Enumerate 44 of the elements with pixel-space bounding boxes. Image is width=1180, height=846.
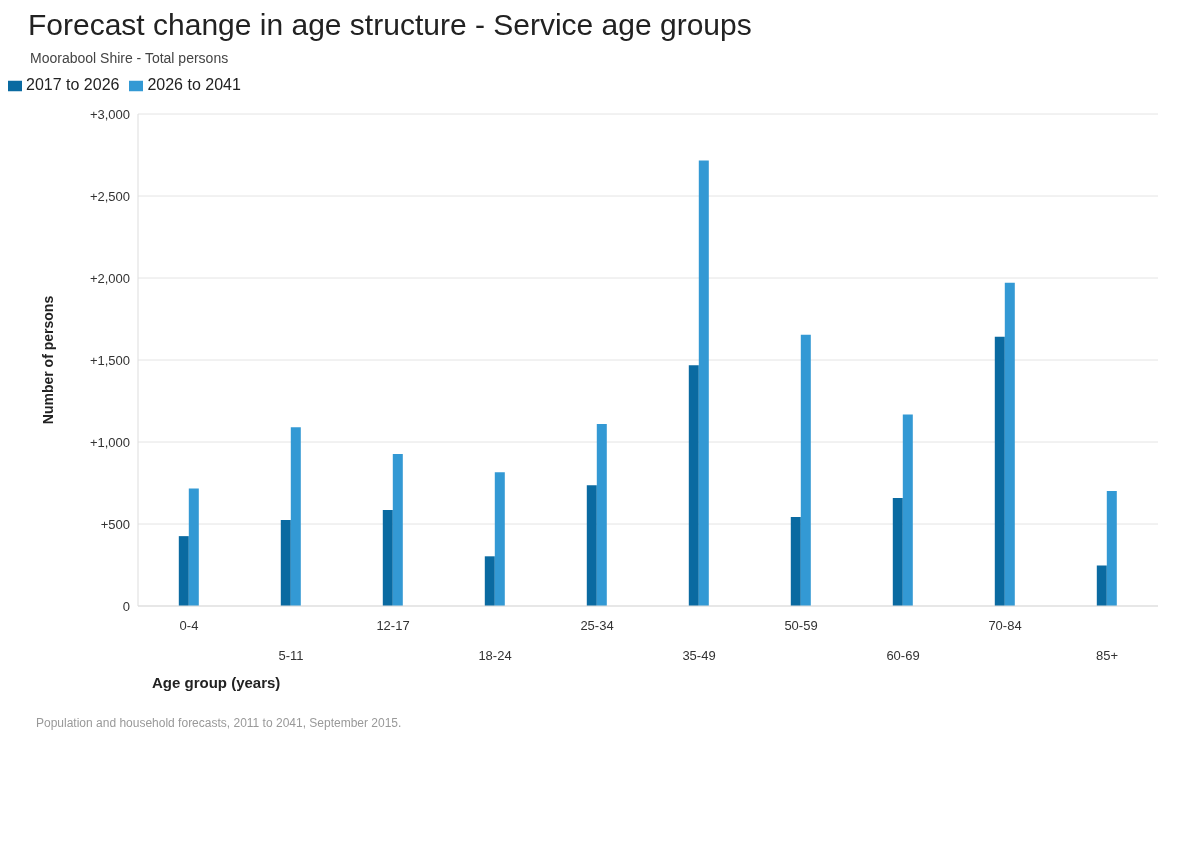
- bar: [1004, 282, 1015, 606]
- y-axis-title: Number of persons: [39, 295, 56, 425]
- y-tick-label: +500: [100, 516, 130, 532]
- y-tick-label: +3,000: [89, 106, 130, 122]
- bar: [892, 497, 903, 606]
- bar: [688, 365, 699, 606]
- y-tick-label: +2,500: [89, 188, 130, 204]
- bar: [1106, 491, 1117, 606]
- x-tick-label: 12-17: [376, 618, 410, 633]
- bar: [290, 427, 301, 606]
- bar: [586, 485, 597, 606]
- bar: [698, 160, 709, 606]
- x-tick-label: 18-24: [478, 648, 512, 663]
- bar: [382, 510, 393, 606]
- x-tick-label: 85+: [1095, 648, 1119, 663]
- text: Population and household forecasts, 2011 to 2041, September 2015.: [36, 716, 403, 730]
- chart-title: Forecast change in age structure - Service age groups: [28, 8, 753, 42]
- y-tick-label: +1,000: [89, 434, 130, 450]
- bar: [392, 453, 403, 606]
- bar: [188, 488, 199, 606]
- bar: [280, 520, 291, 606]
- y-tick-label: 0: [122, 598, 130, 614]
- chart-subtitle: Moorabool Shire - Total persons: [30, 50, 230, 66]
- bar: [790, 516, 801, 606]
- x-tick-label: 60-69: [886, 648, 920, 663]
- y-tick-label: +2,000: [89, 270, 130, 286]
- bar: [1096, 565, 1107, 606]
- x-tick-label: 25-34: [580, 618, 614, 633]
- x-axis-title: Age group (years): [152, 674, 281, 691]
- bar: [902, 414, 913, 606]
- bar: [800, 334, 811, 606]
- y-tick-label: +1,500: [89, 352, 130, 368]
- x-tick-label: 5-11: [278, 648, 304, 663]
- x-tick-label: 50-59: [784, 618, 818, 633]
- x-tick-label: 0-4: [179, 618, 199, 633]
- bar: [484, 556, 495, 606]
- bar: [178, 536, 189, 606]
- x-tick-label: 35-49: [682, 648, 716, 663]
- bar: [596, 424, 607, 606]
- legend-label: 2026 to 2041: [147, 76, 241, 93]
- bar: [994, 336, 1005, 606]
- x-tick-label: 70-84: [988, 618, 1022, 633]
- bar: [494, 472, 505, 606]
- legend-label: 2017 to 2026: [26, 76, 120, 93]
